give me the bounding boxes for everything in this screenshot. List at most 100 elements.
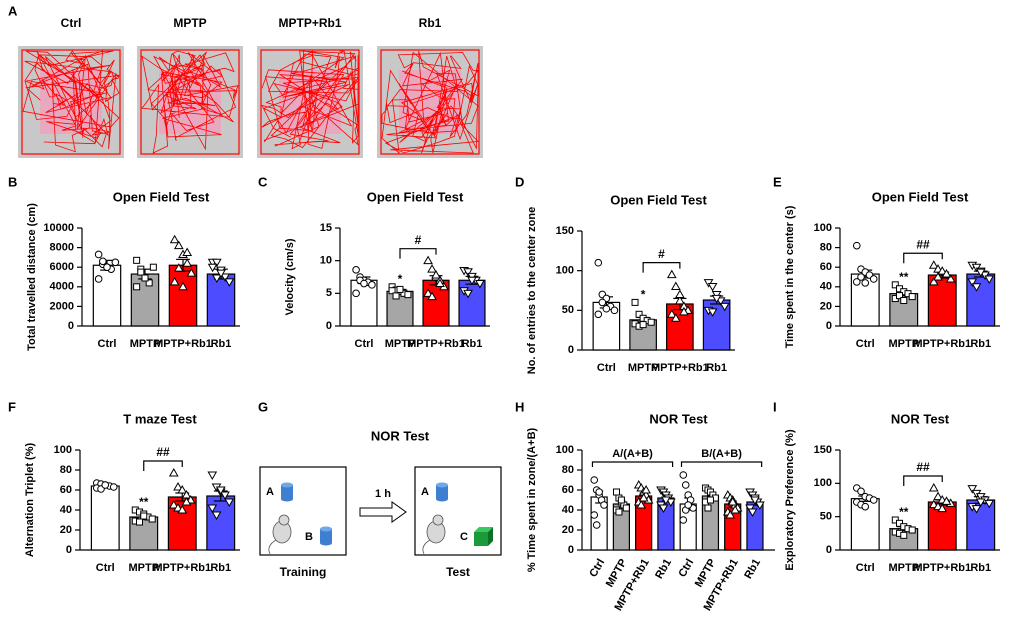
x-tick-label: MPTP+Rb1	[407, 338, 465, 350]
significance: ##	[156, 445, 170, 459]
x-tick-label: Rb1	[211, 338, 232, 350]
data-point	[207, 263, 218, 273]
data-point	[111, 258, 120, 267]
data-point	[594, 258, 603, 267]
x-tick-label: Ctrl	[96, 562, 115, 574]
y-axis-label: No. of entries to the center zone	[526, 207, 538, 374]
data-point	[869, 496, 878, 504]
data-point	[933, 271, 943, 281]
data-point	[168, 467, 179, 477]
data-point	[666, 309, 677, 318]
x-tick-label: MPTP+Rb1	[153, 562, 211, 574]
x-tick-label: Ctrl	[676, 557, 696, 579]
y-axis-label: Velocity (cm/s)	[284, 238, 296, 315]
y-tick-label: 40	[562, 504, 574, 516]
significance: ##	[916, 237, 930, 251]
comparison-bracket	[642, 262, 681, 273]
data-point	[610, 306, 619, 315]
section-label: B/(A+B)	[701, 448, 742, 460]
data-point	[360, 279, 368, 288]
data-point	[857, 487, 865, 496]
comparison-bracket	[903, 252, 943, 264]
data-point	[928, 260, 939, 269]
x-tick-label: MPTP+Rb1	[913, 562, 971, 574]
section-bracket	[591, 461, 674, 467]
x-tick-label: Ctrl	[587, 557, 607, 579]
data-point	[463, 289, 473, 299]
data-point	[207, 471, 218, 481]
bar	[130, 273, 160, 327]
y-tick-label: 15	[320, 222, 332, 234]
data-point	[852, 241, 861, 250]
data-point	[665, 498, 676, 508]
data-point	[704, 504, 712, 512]
data-point	[427, 291, 437, 301]
data-point	[103, 263, 111, 272]
data-point	[182, 258, 193, 267]
x-tick-label: Rb1	[653, 557, 674, 581]
data-point	[928, 482, 939, 492]
data-point	[670, 313, 681, 322]
data-point	[617, 496, 625, 504]
data-point	[675, 289, 685, 298]
data-point	[670, 281, 681, 291]
y-tick-label: 80	[562, 464, 574, 476]
object-cube-side	[488, 527, 493, 546]
group-label: Ctrl	[61, 16, 82, 30]
data-point	[133, 283, 141, 291]
data-point	[679, 306, 689, 316]
data-point	[149, 263, 157, 271]
object-cylinder-top	[436, 482, 448, 488]
data-point	[679, 471, 688, 479]
chart-title: Open Field Test	[872, 189, 969, 204]
data-point	[971, 505, 982, 514]
panel-letter: D	[515, 174, 524, 189]
data-point	[211, 258, 222, 268]
data-point	[675, 295, 685, 305]
data-point	[173, 240, 184, 250]
y-tick-label: 100	[814, 222, 832, 234]
x-tick-label: Rb1	[210, 562, 231, 574]
data-point	[435, 278, 445, 288]
data-point	[658, 504, 669, 514]
object-cylinder	[281, 485, 293, 499]
object-cube	[474, 532, 488, 546]
data-point	[602, 304, 611, 313]
y-tick-label: 0	[568, 344, 574, 356]
x-tick-label: Rb1	[706, 362, 727, 374]
data-point	[220, 273, 231, 283]
data-point	[427, 264, 437, 273]
data-point	[750, 496, 760, 506]
data-point	[423, 288, 433, 297]
data-point	[368, 281, 376, 289]
data-point	[137, 268, 145, 276]
object-label: A	[266, 486, 274, 498]
track	[141, 50, 239, 154]
data-point	[598, 298, 607, 307]
data-point	[631, 298, 639, 306]
data-point	[99, 257, 107, 266]
phase-label: Training	[280, 565, 327, 579]
data-point	[666, 269, 677, 279]
y-tick-label: 100	[556, 265, 574, 277]
group-label: MPTP	[173, 16, 206, 30]
data-point	[647, 318, 655, 326]
x-tick-label: MPTP	[888, 562, 919, 574]
data-point	[857, 273, 865, 281]
y-tick-label: 40	[820, 281, 832, 293]
y-tick-label: 80	[820, 242, 832, 254]
significance: #	[658, 247, 665, 261]
panel-letter: A	[8, 3, 18, 18]
y-tick-label: 20	[562, 524, 574, 536]
y-axis-label: Total travelled distance (cm)	[26, 203, 38, 351]
y-axis-label: Alternation Triplet (%)	[24, 443, 36, 558]
data-point	[896, 292, 904, 300]
y-axis-label: Time spent in the center (s)	[784, 205, 796, 348]
x-tick-label: MPTP	[385, 338, 416, 350]
y-axis-label: % Time spent in zone/(A+B)	[526, 427, 538, 572]
data-point	[173, 263, 184, 272]
y-tick-label: 0	[68, 320, 74, 332]
data-point	[169, 276, 180, 286]
data-point	[869, 275, 878, 283]
